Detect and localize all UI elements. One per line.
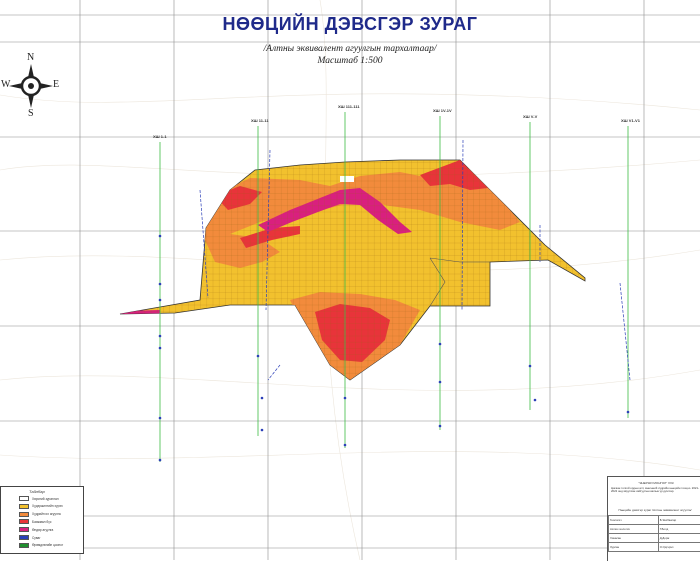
legend-item: Хөрсний зураглал [19, 496, 59, 501]
legend-item: Хүдрийн их агуулга [19, 512, 61, 517]
title-block-cell: Зурсан [609, 543, 659, 552]
drillhole-marker [439, 425, 442, 428]
title-block-cell: Геологич [609, 516, 659, 525]
drillhole-marker [439, 343, 442, 346]
title-block-description: Цагаан толгой ордын алт, мөнгөний хүдрий… [611, 487, 699, 494]
title-block-sheet-name: Нөөцийн дэвсгэр зураг /Алтны эквивалент … [611, 508, 699, 512]
title-block-cell: Д.Дорж [658, 534, 700, 543]
drillhole-marker [159, 299, 162, 302]
section-label: ХШ 111-111 [338, 104, 360, 109]
legend-swatch [19, 527, 29, 532]
section-label: ХШ 1-1 [153, 134, 167, 139]
drillhole-marker [344, 397, 347, 400]
legend-label: Суваг [32, 536, 41, 540]
legend-label: Өндөр агуулга [32, 528, 53, 532]
legend-title: Тайлбар [29, 489, 45, 494]
drillhole-marker [257, 355, 260, 358]
title-block-org: "ЭНЕРЖИ МОНГОЛ" ХХК [614, 481, 698, 485]
drillhole-marker [261, 397, 264, 400]
compass-south-label: S [28, 108, 34, 119]
compass-rose [9, 64, 53, 108]
drillhole-marker [534, 399, 537, 402]
compass-west-label: W [1, 79, 10, 90]
drillhole-marker [159, 417, 162, 420]
legend-swatch [19, 504, 29, 509]
section-label: ХШ 11-11 [251, 118, 269, 123]
orebody-tip-west [120, 310, 160, 316]
map-subtitle: /Алтны эквивалент агуулгын тархалтаар/ [220, 44, 480, 54]
compass-north-label: N [27, 52, 34, 63]
legend-item: Суваг [19, 535, 41, 540]
legend-item: Баяжмал бүс [19, 519, 51, 524]
legend-swatch [19, 535, 29, 540]
legend-label: Баяжмал бүс [32, 520, 51, 524]
drillhole-marker [261, 429, 264, 432]
section-label: ХШ V1-V1 [621, 118, 640, 123]
drillhole-marker [529, 365, 532, 368]
legend-swatch [19, 496, 29, 501]
legend-label: Өрөмдлөгийн цооног [32, 543, 63, 547]
title-block: "ЭНЕРЖИ МОНГОЛ" ХХК Цагаан толгой ордын … [607, 476, 700, 561]
legend-swatch [19, 512, 29, 517]
drillhole-marker [627, 411, 630, 414]
drillhole-marker [159, 283, 162, 286]
legend-item: Өрөмдлөгийн цооног [19, 543, 63, 548]
map-legend: Тайлбар Хөрсний зураглал Хүдэржилтийн хүр… [0, 486, 84, 554]
legend-item: Өндөр агуулга [19, 527, 53, 532]
title-block-cell: Ахлах геологич [609, 525, 659, 534]
drillhole-marker [159, 347, 162, 350]
drillhole-marker [159, 459, 162, 462]
legend-label: Хүдэржилтийн хүрээ [32, 504, 63, 508]
legend-swatch [19, 519, 29, 524]
drillhole-marker [159, 235, 162, 238]
title-block-cell: Г.Болд [658, 525, 700, 534]
section-label: ХШ 1V-1V [433, 108, 452, 113]
title-block-cell: Б.Энхбаатар [658, 516, 700, 525]
map-scale: Масштаб 1:500 [260, 56, 440, 66]
legend-item: Хүдэржилтийн хүрээ [19, 504, 63, 509]
legend-label: Хүдрийн их агуулга [32, 512, 61, 516]
legend-label: Хөрсний зураглал [32, 497, 59, 501]
trench-line [268, 365, 280, 380]
map-title: НӨӨЦИЙН ДЭВСГЭР ЗУРАГ [200, 14, 500, 35]
drillhole-marker [439, 381, 442, 384]
trench-line [620, 283, 630, 380]
orebody-void [340, 176, 354, 182]
legend-swatch [19, 543, 29, 548]
compass-east-label: E [53, 79, 59, 90]
section-label: ХШ V-V [523, 114, 537, 119]
drillhole-marker [159, 335, 162, 338]
title-block-cell: О.Одгэрэл [658, 543, 700, 552]
drillhole-marker [344, 444, 347, 447]
title-block-cell: Хянасан [609, 534, 659, 543]
